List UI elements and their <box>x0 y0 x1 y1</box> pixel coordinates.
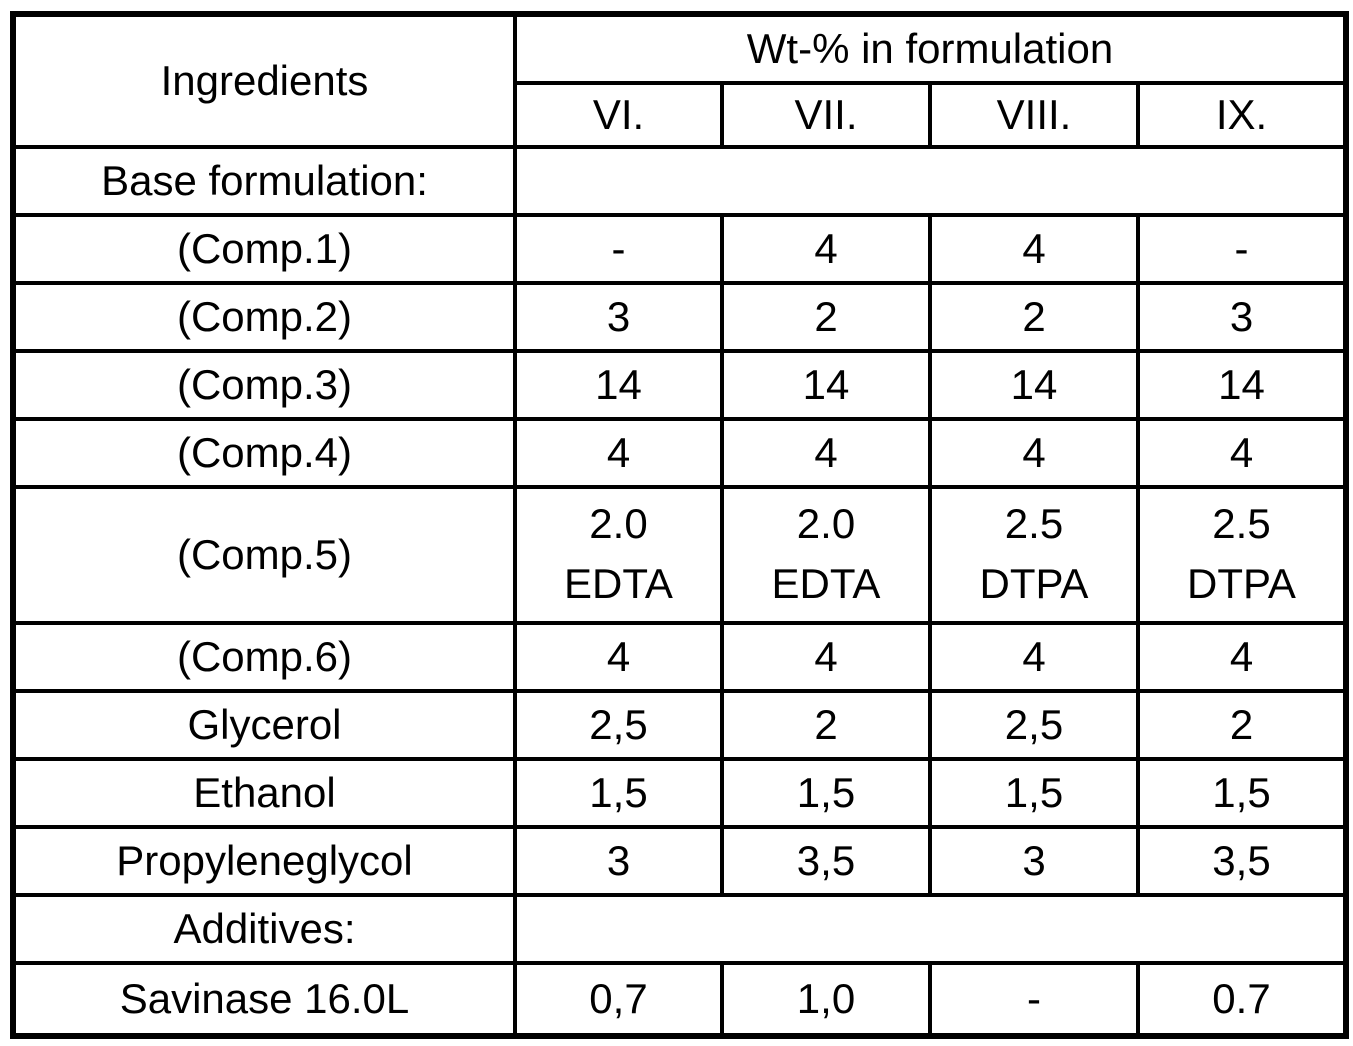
value-cell: 1,5 <box>513 757 724 829</box>
row-label: Ethanol <box>11 757 517 829</box>
value-cell: 2 <box>928 281 1140 353</box>
two-line-value: 2.5 DTPA <box>934 493 1134 617</box>
header-ingredients: Ingredients <box>11 12 517 149</box>
table-row-propyleneglycol: Propyleneglycol 3 3,5 3 3,5 <box>11 825 1348 897</box>
value-amount: 2.5 <box>1212 500 1271 547</box>
value-cell: 4 <box>720 417 932 489</box>
value-cell: 14 <box>928 349 1140 421</box>
section-row-base-formulation: Base formulation: <box>11 145 1348 217</box>
value-chelant: EDTA <box>564 559 673 607</box>
section-empty-cell <box>513 145 1348 217</box>
value-chelant: EDTA <box>771 559 881 607</box>
header-wt-group: Wt-% in formulation <box>513 12 1348 85</box>
two-line-value: 2.0 EDTA <box>519 493 718 617</box>
value-cell: 1,5 <box>1136 757 1348 829</box>
value-amount: 2.5 <box>1004 500 1064 547</box>
table-header-row-1: Ingredients Wt-% in formulation <box>11 12 1348 149</box>
table-row-comp1: (Comp.1) - 4 4 - <box>11 213 1348 285</box>
value-cell: - <box>928 961 1140 1038</box>
value-cell: 1,5 <box>928 757 1140 829</box>
header-col-vii: VII. <box>720 81 932 149</box>
row-label: (Comp.6) <box>11 621 517 693</box>
table-row-comp2: (Comp.2) 3 2 2 3 <box>11 281 1348 353</box>
value-cell: 4 <box>1136 417 1348 489</box>
table-row-comp3: (Comp.3) 14 14 14 14 <box>11 349 1348 421</box>
table-row-comp5: (Comp.5) 2.0 EDTA 2.0 EDTA 2.5 DTPA <box>11 485 1348 625</box>
row-label: (Comp.2) <box>11 281 517 353</box>
value-cell: 2,5 <box>928 689 1140 761</box>
value-cell: 4 <box>1136 621 1348 693</box>
value-chelant: DTPA <box>1187 559 1296 607</box>
value-cell: 3 <box>928 825 1140 897</box>
value-cell: 14 <box>720 349 932 421</box>
value-cell: 2.0 EDTA <box>720 485 932 625</box>
value-chelant: DTPA <box>979 559 1089 607</box>
value-cell: 0.7 <box>1136 961 1348 1038</box>
table-row-comp6: (Comp.6) 4 4 4 4 <box>11 621 1348 693</box>
row-label: (Comp.5) <box>11 485 517 625</box>
value-cell: 2 <box>720 281 932 353</box>
value-cell: 4 <box>928 621 1140 693</box>
value-cell: 3 <box>513 281 724 353</box>
row-label: Savinase 16.0L <box>11 961 517 1038</box>
value-amount: 2.0 <box>796 500 856 547</box>
value-cell: 14 <box>513 349 724 421</box>
value-cell: 0,7 <box>513 961 724 1038</box>
section-empty-cell <box>513 893 1348 965</box>
value-cell: 3,5 <box>720 825 932 897</box>
value-cell: 1,0 <box>720 961 932 1038</box>
value-cell: 4 <box>513 417 724 489</box>
row-label: (Comp.3) <box>11 349 517 421</box>
table-header-row-2: VI. VII. VIII. IX. <box>13 81 1348 149</box>
row-label: (Comp.4) <box>11 417 517 489</box>
value-cell: 4 <box>513 621 724 693</box>
value-cell: 2,5 <box>513 689 724 761</box>
value-cell: 2 <box>1136 689 1348 761</box>
value-cell: 1,5 <box>720 757 932 829</box>
formulation-table: Ingredients Wt-% in formulation VI. VII.… <box>10 11 1349 1039</box>
value-cell: 3 <box>513 825 724 897</box>
value-cell: - <box>513 213 724 285</box>
two-line-value: 2.0 EDTA <box>726 493 926 617</box>
header-col-vi: VI. <box>513 81 724 149</box>
row-label: Glycerol <box>11 689 517 761</box>
value-amount: 2.0 <box>589 500 648 547</box>
value-cell: 4 <box>928 213 1140 285</box>
header-col-ix: IX. <box>1136 81 1348 149</box>
value-cell: 2.5 DTPA <box>928 485 1140 625</box>
value-cell: 14 <box>1136 349 1348 421</box>
value-cell: - <box>1136 213 1348 285</box>
table-row-ethanol: Ethanol 1,5 1,5 1,5 1,5 <box>11 757 1348 829</box>
value-cell: 3 <box>1136 281 1348 353</box>
row-label: Propyleneglycol <box>11 825 517 897</box>
section-row-additives: Additives: <box>11 893 1348 965</box>
value-cell: 2.5 DTPA <box>1136 485 1348 625</box>
two-line-value: 2.5 DTPA <box>1142 493 1342 617</box>
row-label: (Comp.1) <box>11 213 517 285</box>
value-cell: 2 <box>720 689 932 761</box>
section-label: Additives: <box>11 893 517 965</box>
value-cell: 2.0 EDTA <box>513 485 724 625</box>
value-cell: 4 <box>928 417 1140 489</box>
value-cell: 3,5 <box>1136 825 1348 897</box>
table-row-comp4: (Comp.4) 4 4 4 4 <box>11 417 1348 489</box>
table-row-savinase: Savinase 16.0L 0,7 1,0 - 0.7 <box>11 961 1348 1038</box>
table-row-glycerol: Glycerol 2,5 2 2,5 2 <box>11 689 1348 761</box>
section-label: Base formulation: <box>11 145 517 217</box>
value-cell: 4 <box>720 621 932 693</box>
header-col-viii: VIII. <box>928 81 1140 149</box>
value-cell: 4 <box>720 213 932 285</box>
